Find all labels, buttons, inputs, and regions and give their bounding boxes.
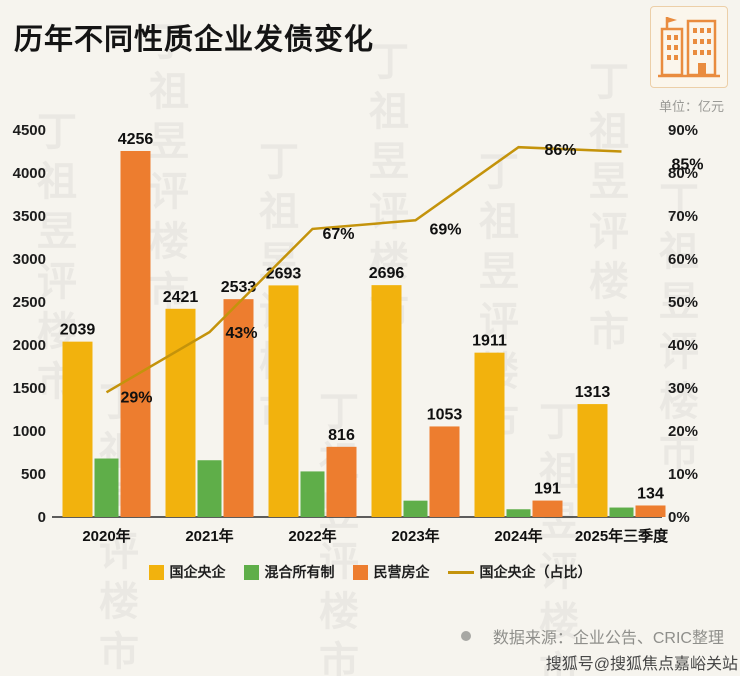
- legend-label: 混合所有制: [264, 564, 335, 580]
- ratio-label: 43%: [226, 325, 258, 342]
- bar: [635, 505, 666, 517]
- bar: [577, 404, 608, 517]
- legend-label: 国企央企: [169, 564, 226, 580]
- bar: [197, 460, 222, 517]
- bar: [506, 509, 531, 517]
- left-axis-tick: 1500: [13, 380, 46, 397]
- ratio-label: 69%: [430, 221, 462, 238]
- x-axis-label: 2024年: [494, 527, 542, 545]
- legend-label: 国企央企（占比）: [479, 564, 592, 580]
- bar-value-label: 1911: [472, 333, 507, 350]
- legend-item: 国企央企（占比）: [447, 562, 592, 582]
- bar-value-label: 191: [534, 481, 561, 498]
- bar: [300, 471, 325, 517]
- bar-value-label: 816: [328, 427, 355, 444]
- right-axis-tick: 40%: [668, 337, 698, 354]
- right-axis-tick: 80%: [668, 165, 698, 182]
- ratio-label: 86%: [545, 142, 577, 159]
- right-axis-tick: 70%: [668, 208, 698, 225]
- right-axis-tick: 10%: [668, 466, 698, 483]
- left-axis-tick: 2000: [13, 337, 46, 354]
- bar: [609, 507, 634, 517]
- left-axis-tick: 2500: [13, 294, 46, 311]
- legend-swatch: [447, 570, 474, 574]
- ratio-label: 67%: [323, 226, 355, 243]
- bar: [223, 299, 254, 517]
- legend-swatch: [243, 564, 259, 580]
- bar: [165, 308, 196, 517]
- bar-value-label: 2693: [266, 265, 302, 282]
- bar: [120, 150, 151, 517]
- right-axis-tick: 20%: [668, 423, 698, 440]
- x-axis-label: 2022年: [288, 527, 336, 545]
- unit-label: 单位：亿元: [658, 99, 724, 114]
- ratio-label: 29%: [121, 389, 153, 406]
- legend-item: 国企央企: [148, 562, 226, 582]
- bar-value-label: 134: [637, 485, 664, 502]
- bar-value-label: 2533: [221, 279, 257, 296]
- right-axis-tick: 90%: [668, 122, 698, 139]
- legend-item: 民营房企: [352, 562, 430, 582]
- bullet-dot-icon: [460, 631, 471, 641]
- bar: [403, 500, 428, 517]
- page-title: 历年不同性质企业发债变化: [14, 24, 375, 56]
- bar-value-label: 1053: [427, 406, 463, 423]
- ratio-line: [105, 145, 622, 394]
- left-axis-tick: 3500: [13, 208, 46, 225]
- bar: [532, 500, 563, 517]
- ratio-label: 85%: [672, 157, 704, 174]
- bar: [268, 285, 299, 517]
- bar-value-label: 4256: [118, 131, 154, 148]
- bar: [429, 426, 460, 517]
- bond-issuance-chart: 0 500 1000 1500 2000 2500 3000 3500 4000 4500 0% 10…: [13, 122, 704, 545]
- bar-value-label: 2421: [163, 289, 199, 306]
- left-axis-tick: 500: [21, 466, 46, 483]
- left-axis-tick: 0: [38, 509, 46, 526]
- x-axis-label: 2020年: [82, 527, 130, 545]
- right-axis-tick: 30%: [668, 380, 698, 397]
- bar-value-label: 2696: [369, 265, 405, 282]
- x-axis-label: 2021年: [185, 527, 233, 545]
- legend-swatch: [148, 564, 164, 580]
- bar: [62, 341, 93, 517]
- bar: [371, 285, 402, 517]
- right-axis-tick: 60%: [668, 251, 698, 268]
- bar-value-label: 1313: [575, 384, 611, 401]
- left-axis-tick: 4500: [13, 122, 46, 139]
- source-row: 数据来源：企业公告、CRIC整理: [0, 624, 724, 648]
- data-source: 数据来源：企业公告、CRIC整理: [492, 630, 724, 647]
- bar: [474, 352, 505, 517]
- x-axis-label: 2025年三季度: [575, 527, 669, 545]
- bar-value-label: 2039: [60, 322, 96, 339]
- x-axis-label: 2023年: [391, 527, 439, 545]
- bar: [326, 446, 357, 517]
- left-axis-tick: 1000: [13, 423, 46, 440]
- left-axis-tick: 4000: [13, 165, 46, 182]
- legend-swatch: [352, 564, 368, 580]
- legend-label: 民营房企: [373, 564, 430, 580]
- sohu-account-label: 搜狐号@搜狐焦点嘉峪关站: [545, 656, 738, 673]
- left-axis-tick: 3000: [13, 251, 46, 268]
- right-axis-tick: 50%: [668, 294, 698, 311]
- chart-legend: 国企央企 混合所有制 民营房企 国企央企（占比）: [0, 562, 740, 582]
- building-logo-icon: [650, 6, 728, 88]
- right-axis-tick: 0%: [668, 509, 690, 526]
- bar: [94, 458, 119, 517]
- legend-item: 混合所有制: [243, 562, 335, 582]
